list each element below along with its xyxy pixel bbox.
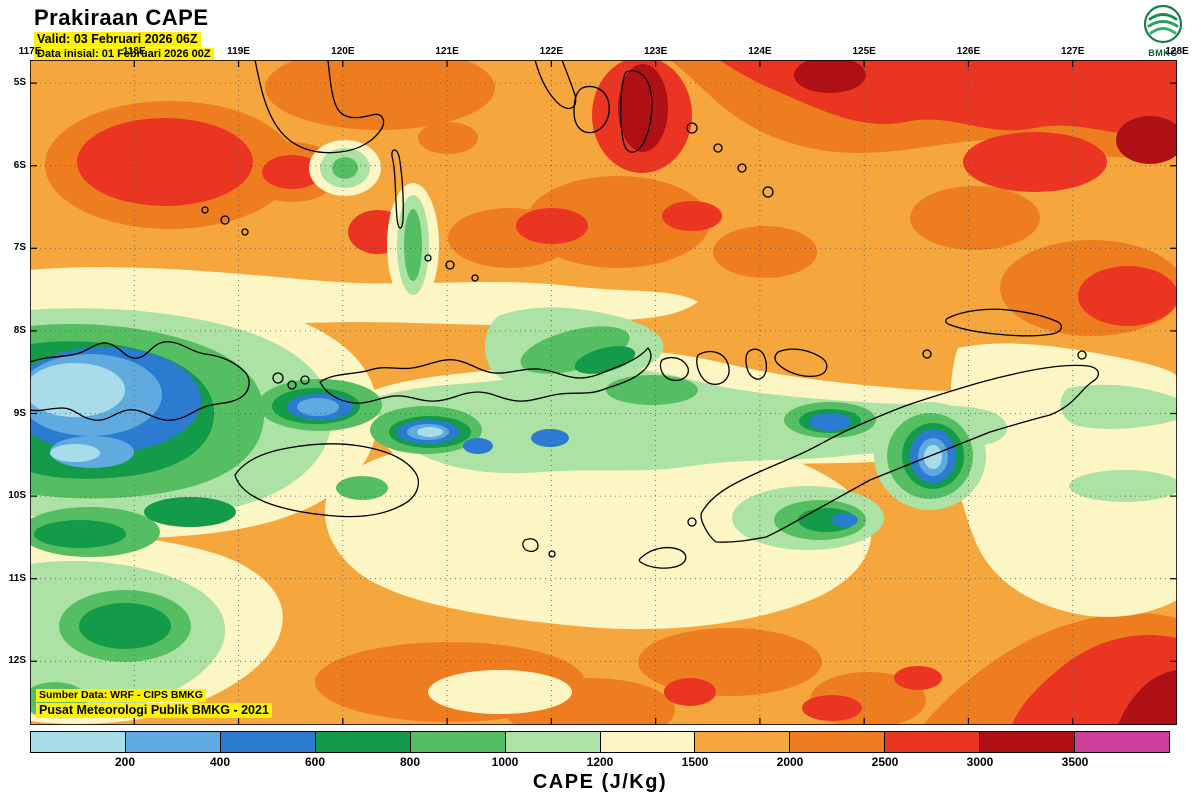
colorbar-tick: 1200 [586, 755, 614, 769]
island-sabalana [241, 228, 249, 236]
colorbar-cell-red [885, 732, 981, 752]
island-adonara [659, 357, 689, 382]
lon-label: 121E [435, 46, 459, 57]
island-sumbawa [30, 341, 250, 421]
high-cape-regions [45, 60, 1177, 725]
source-data-label: Sumber Data: WRF - CIPS BMKG [36, 689, 206, 702]
colorbar-cell-mid_blue [125, 732, 221, 752]
island-wakatobi [762, 186, 774, 198]
bmkg-logo: BMKG [1140, 4, 1186, 58]
island-outlines [30, 60, 1099, 569]
colorbar-tick: 3000 [966, 755, 994, 769]
header: Prakiraan CAPE Valid: 03 Februari 2026 0… [34, 6, 214, 61]
colorbar-tick: 800 [399, 755, 421, 769]
island-bonerate [471, 274, 479, 282]
colorbar-cell-cream [600, 732, 696, 752]
island-buton [620, 70, 653, 153]
page-title: Prakiraan CAPE [34, 5, 209, 30]
colorbar-tick-labels: 200 400 600 800 1000 1200 1500 2000 2500 3000 3500 [30, 755, 1170, 769]
colorbar-tick: 400 [209, 755, 231, 769]
lat-label: 5S [13, 77, 26, 89]
colorbar-tick: 3500 [1061, 755, 1089, 769]
colorbar-tick: 2500 [871, 755, 899, 769]
colorbar-tick: 1000 [491, 755, 519, 769]
island-sawu [548, 550, 556, 558]
island-sumba [234, 443, 419, 518]
source-credit: Sumber Data: WRF - CIPS BMKG Pusat Meteo… [36, 689, 272, 718]
lat-label: 10S [8, 490, 26, 502]
lon-label: 120E [331, 46, 355, 57]
map-area [30, 60, 1177, 725]
colorbar-cell-dark_orange [790, 732, 886, 752]
colorbar-cell-blue [220, 732, 316, 752]
colorbar-cell-magenta [1075, 732, 1170, 752]
cape-colorbar [30, 731, 1170, 753]
lon-label: 126E [956, 46, 981, 57]
lon-label: 122E [539, 46, 564, 57]
colorbar-cell-light_green [505, 732, 601, 752]
lon-label: 127E [1061, 46, 1085, 57]
island-sabalana [201, 206, 209, 214]
lon-label: 118E [122, 46, 146, 57]
island-komodo [300, 375, 310, 385]
lat-label: 7S [13, 242, 26, 254]
cape-contour-map [30, 60, 1177, 725]
island-atauro [922, 349, 932, 359]
island-sabalana [220, 215, 230, 225]
colorbar-tick: 600 [304, 755, 326, 769]
island-bonerate [424, 254, 432, 262]
island-muna [573, 85, 610, 134]
colorbar-cell-dark_green [315, 732, 411, 752]
island-komodo [272, 372, 284, 384]
lon-label: 123E [643, 46, 668, 57]
island-wakatobi [713, 143, 723, 153]
island-komodo [287, 380, 297, 390]
colorbar-tick: 1500 [681, 755, 709, 769]
axis-ticks [30, 60, 1177, 725]
island-sulawesi-se [534, 60, 577, 109]
lon-label: 128E [1165, 46, 1189, 57]
initial-data-label: Data inisial: 01 Februari 2026 00Z [34, 48, 214, 61]
island-bonerate [445, 260, 455, 270]
island-sulawesi-sw [254, 60, 385, 154]
colorbar-title: CAPE (J/Kg) [532, 771, 668, 793]
lon-label: 124E [748, 46, 772, 57]
island-rote [638, 546, 687, 569]
island-wakatobi [686, 122, 698, 134]
island-alor [774, 348, 828, 378]
lat-label: 12S [8, 655, 26, 667]
island-flores [319, 347, 652, 404]
low-cape-regions [30, 140, 1177, 724]
lon-label: 119E [227, 46, 250, 57]
island-semau [687, 517, 697, 527]
lon-label: 125E [852, 46, 876, 57]
island-sawu [522, 538, 539, 553]
island-selayar [391, 149, 404, 229]
colorbar-tick: 2000 [776, 755, 804, 769]
colorbar-tick: 200 [114, 755, 136, 769]
colorbar-cell-pale_blue [31, 732, 126, 752]
island-lembata [696, 350, 730, 385]
island-timor [700, 364, 1099, 543]
island-kisar [1077, 350, 1087, 360]
bmkg-logo-label: BMKG [1148, 48, 1178, 58]
publisher-label: Pusat Meteorologi Publik BMKG - 2021 [36, 703, 272, 718]
lat-label: 11S [8, 572, 26, 584]
lon-label: 117E [18, 46, 42, 57]
lat-label: 6S [13, 159, 26, 171]
island-pantar [745, 348, 768, 380]
lat-label: 8S [13, 324, 26, 336]
colorbar-cell-orange [695, 732, 791, 752]
colorbar-cell-dark_red [980, 732, 1076, 752]
lat-label: 9S [13, 407, 26, 419]
island-wetar [945, 308, 1063, 337]
valid-time-label: Valid: 03 Februari 2026 06Z [34, 32, 201, 47]
island-wakatobi [737, 163, 747, 173]
colorbar-cell-green [410, 732, 506, 752]
bmkg-logo-icon [1143, 4, 1183, 44]
graticule [30, 60, 1177, 725]
